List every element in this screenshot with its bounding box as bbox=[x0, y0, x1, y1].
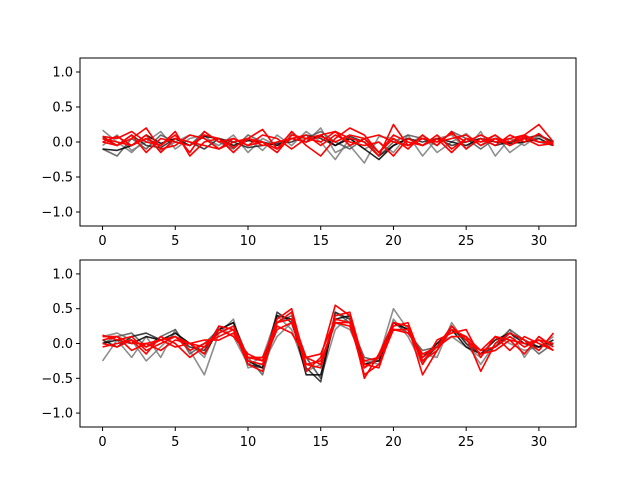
series-line-9 bbox=[102, 134, 554, 154]
y-tick-label: −0.5 bbox=[41, 372, 73, 387]
x-tick-label: 0 bbox=[98, 234, 106, 249]
series-line-8 bbox=[102, 123, 555, 150]
series-group bbox=[101, 304, 555, 383]
series-line-10 bbox=[102, 318, 554, 369]
series-line-6 bbox=[102, 304, 555, 380]
series-group bbox=[102, 123, 555, 164]
series-line-6 bbox=[102, 127, 554, 157]
bottom-subplot: 0 5 10 15 20 25 30 −1.0 −0.5 0.0 0.5 1.0 bbox=[41, 259, 577, 450]
x-tick-label: 5 bbox=[171, 234, 179, 249]
y-tick-label: −1.0 bbox=[41, 206, 73, 221]
y-tick-label: 1.0 bbox=[52, 267, 73, 282]
x-tick-label: 20 bbox=[385, 234, 402, 249]
x-tick-label: 0 bbox=[98, 435, 106, 450]
x-tick-label: 10 bbox=[240, 234, 257, 249]
y-tick-label: 0.0 bbox=[52, 337, 73, 352]
x-tick-label: 20 bbox=[385, 435, 402, 450]
y-tick-label: 0.5 bbox=[52, 101, 73, 116]
series-line-9 bbox=[102, 318, 554, 362]
y-tick-label: 0.5 bbox=[52, 302, 73, 317]
y-tick-label: −0.5 bbox=[41, 171, 73, 186]
x-tick-label: 15 bbox=[312, 435, 329, 450]
y-tick-label: 0.0 bbox=[52, 136, 73, 151]
series-line-10 bbox=[102, 123, 554, 157]
series-line-2 bbox=[102, 130, 554, 161]
top-subplot: 0 5 10 15 20 25 30 −1.0 −0.5 0.0 0.5 1.0 bbox=[41, 57, 577, 249]
x-tick-label: 25 bbox=[458, 435, 475, 450]
x-tick-label: 30 bbox=[531, 234, 548, 249]
x-tick-label: 10 bbox=[240, 435, 257, 450]
x-tick-label: 25 bbox=[458, 234, 475, 249]
y-tick-label: −1.0 bbox=[41, 407, 73, 422]
x-tick-label: 5 bbox=[171, 435, 179, 450]
x-tick-label: 30 bbox=[531, 435, 548, 450]
x-tick-label: 15 bbox=[312, 234, 329, 249]
y-tick-label: 1.0 bbox=[52, 66, 73, 81]
